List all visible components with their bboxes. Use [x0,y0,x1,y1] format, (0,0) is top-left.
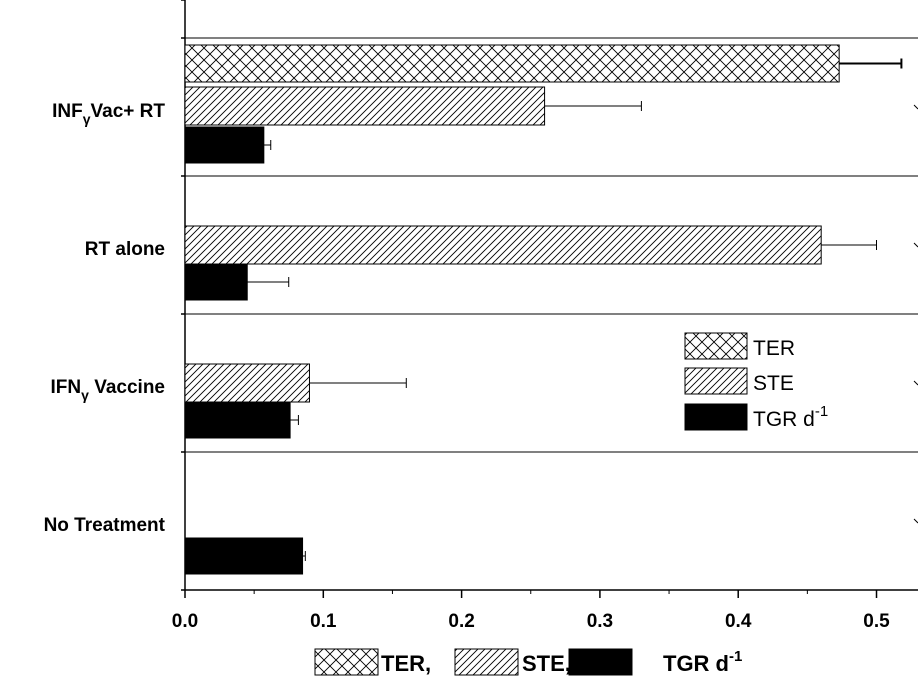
category-label: IFNγ Vaccine [51,377,165,403]
legend-label: STE [753,372,794,395]
x-axis-label-swatch [568,648,633,676]
bar-ste [184,86,546,126]
error-bar [821,240,878,250]
category-label: RT alone [85,239,165,260]
x-tick-label: 0.0 [172,611,198,632]
legend-label: TGR d-1 [753,403,828,431]
error-bar [839,58,903,69]
x-axis-label-swatch [314,648,379,676]
right-tick-mark [913,518,918,524]
error-bar [263,140,272,150]
bar-ste [184,363,310,403]
x-axis-label-swatch [454,648,519,676]
error-bar [302,551,306,561]
right-tick-mark [913,242,918,248]
legend: TER STE TGR d-1 [684,332,828,431]
bar-ste [184,225,822,265]
error-bar [309,378,407,388]
legend-label: TER [753,337,795,360]
bar-tgr [184,401,291,439]
x-tick-label: 0.3 [587,611,613,632]
legend-swatch-tgr [684,403,748,431]
x-axis-label: TER, STE, TGR d-1 [314,648,742,676]
legend-swatch-ter [684,332,748,360]
x-tick-label: 0.4 [725,611,752,632]
bar-ter [184,44,840,83]
category-label: No Treatment [44,515,166,536]
error-bar [247,277,290,287]
x-axis-label-text: TER, [381,651,431,676]
error-bar [544,101,642,111]
x-axis-label-text: STE, [522,651,571,676]
x-axis-label-text: TGR d-1 [663,648,742,676]
x-tick-label: 0.5 [863,611,890,632]
right-tick-mark [913,380,918,386]
right-tick-mark [913,104,918,110]
category-label: INFγVac+ RT [52,101,165,127]
bar-tgr [184,537,304,575]
error-bar [290,415,299,425]
x-tick-label: 0.2 [448,611,474,632]
bar-tgr [184,263,248,301]
x-tick-label: 0.1 [310,611,337,632]
legend-swatch-ste [684,367,748,395]
bar-tgr [184,126,265,164]
